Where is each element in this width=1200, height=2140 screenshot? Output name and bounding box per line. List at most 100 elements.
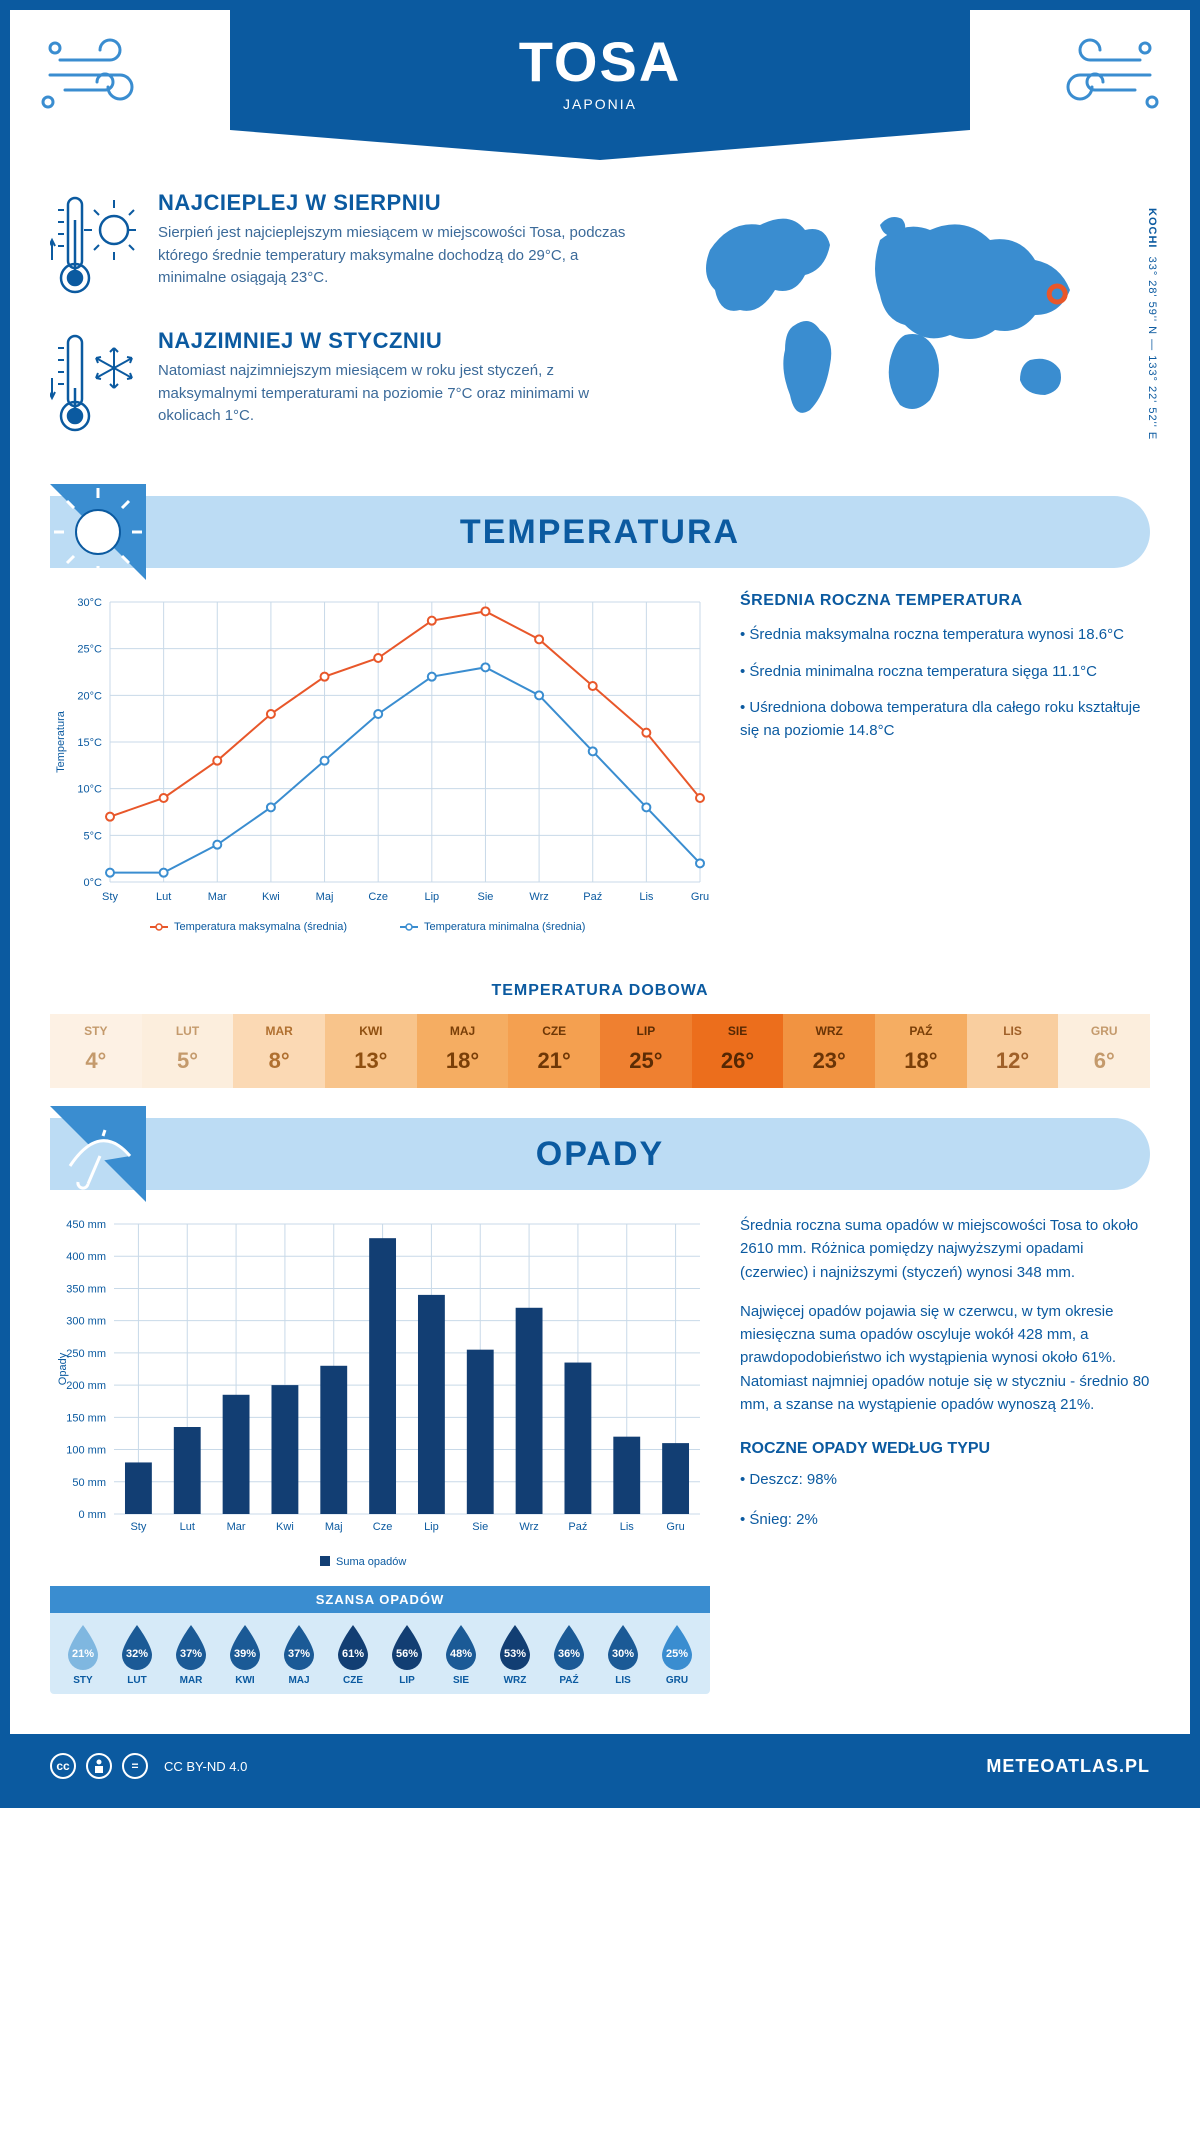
svg-text:Lis: Lis	[639, 891, 654, 903]
section-title: OPADY	[170, 1135, 1030, 1174]
title-banner: TOSA JAPONIA	[230, 10, 970, 160]
heatmap-cell: SIE26°	[692, 1014, 784, 1088]
svg-text:37%: 37%	[180, 1648, 202, 1660]
page-title: TOSA	[519, 29, 682, 94]
svg-text:250 mm: 250 mm	[66, 1348, 106, 1360]
svg-text:0 mm: 0 mm	[79, 1509, 107, 1521]
svg-text:150 mm: 150 mm	[66, 1412, 106, 1424]
svg-text:Lip: Lip	[424, 1521, 439, 1533]
svg-text:36%: 36%	[558, 1648, 580, 1660]
world-map-box: KOCHI 33° 28' 59'' N — 133° 22' 52'' E	[670, 190, 1150, 466]
chance-cell: 36%PAŹ	[542, 1623, 596, 1686]
heatmap-cell: MAR8°	[233, 1014, 325, 1088]
hot-block: NAJCIEPLEJ W SIERPNIU Sierpień jest najc…	[50, 190, 640, 300]
section-title: TEMPERATURA	[170, 513, 1030, 552]
license-text: CC BY-ND 4.0	[164, 1759, 247, 1774]
page: TOSA JAPONIA NAJCIEPLEJ W SIERPNIU Sierp…	[0, 0, 1200, 1808]
header: TOSA JAPONIA	[10, 10, 1190, 170]
summary-title: ŚREDNIA ROCZNA TEMPERATURA	[740, 592, 1150, 610]
svg-text:50 mm: 50 mm	[72, 1477, 106, 1489]
umbrella-icon	[50, 1106, 146, 1202]
precip-type-title: ROCZNE OPADY WEDŁUG TYPU	[740, 1440, 1150, 1458]
temperature-summary: ŚREDNIA ROCZNA TEMPERATURA • Średnia mak…	[740, 592, 1150, 952]
precip-p2: Najwięcej opadów pojawia się w czerwcu, …	[740, 1300, 1150, 1416]
svg-text:Kwi: Kwi	[262, 891, 280, 903]
chance-cell: 61%CZE	[326, 1623, 380, 1686]
svg-text:56%: 56%	[396, 1648, 418, 1660]
by-icon	[86, 1753, 112, 1779]
heatmap-cell: STY4°	[50, 1014, 142, 1088]
svg-text:Kwi: Kwi	[276, 1521, 294, 1533]
svg-text:15°C: 15°C	[77, 737, 102, 749]
svg-text:200 mm: 200 mm	[66, 1380, 106, 1392]
heatmap-cell: LUT5°	[142, 1014, 234, 1088]
thermometer-cold-icon	[50, 328, 140, 438]
chance-title: SZANSA OPADÓW	[50, 1586, 710, 1613]
footer: cc = CC BY-ND 4.0 METEOATLAS.PL	[10, 1734, 1190, 1798]
svg-text:Sie: Sie	[472, 1521, 488, 1533]
svg-text:Maj: Maj	[316, 891, 334, 903]
chance-cell: 56%LIP	[380, 1623, 434, 1686]
heatmap-cell: WRZ23°	[783, 1014, 875, 1088]
svg-text:10°C: 10°C	[77, 784, 102, 796]
chance-cell: 53%WRZ	[488, 1623, 542, 1686]
section-header-temperature: TEMPERATURA	[50, 496, 1150, 568]
svg-text:30%: 30%	[612, 1648, 634, 1660]
svg-text:Temperatura: Temperatura	[55, 710, 67, 773]
section-header-precip: OPADY	[50, 1118, 1150, 1190]
summary-bullet: • Średnia maksymalna roczna temperatura …	[740, 624, 1150, 647]
chance-cell: 48%SIE	[434, 1623, 488, 1686]
svg-text:48%: 48%	[450, 1648, 472, 1660]
chance-cell: 37%MAJ	[272, 1623, 326, 1686]
svg-text:100 mm: 100 mm	[66, 1445, 106, 1457]
svg-text:Wrz: Wrz	[519, 1521, 538, 1533]
cold-block: NAJZIMNIEJ W STYCZNIU Natomiast najzimni…	[50, 328, 640, 438]
cold-text: Natomiast najzimniejszym miesiącem w rok…	[158, 360, 640, 428]
chance-cell: 39%KWI	[218, 1623, 272, 1686]
heatmap-cell: GRU6°	[1058, 1014, 1150, 1088]
svg-text:Cze: Cze	[368, 891, 388, 903]
heatmap-cell: LIS12°	[967, 1014, 1059, 1088]
heatmap-cell: MAJ18°	[417, 1014, 509, 1088]
svg-text:350 mm: 350 mm	[66, 1283, 106, 1295]
daily-temp-heatmap: STY4°LUT5°MAR8°KWI13°MAJ18°CZE21°LIP25°S…	[50, 1014, 1150, 1088]
svg-text:25°C: 25°C	[77, 644, 102, 656]
svg-text:Temperatura maksymalna (średni: Temperatura maksymalna (średnia)	[174, 921, 347, 933]
svg-text:Maj: Maj	[325, 1521, 343, 1533]
coordinates: KOCHI 33° 28' 59'' N — 133° 22' 52'' E	[1146, 208, 1158, 440]
svg-text:Lis: Lis	[620, 1521, 635, 1533]
svg-text:Lut: Lut	[156, 891, 171, 903]
chance-cell: 25%GRU	[650, 1623, 704, 1686]
type-bullet: • Śnieg: 2%	[740, 1508, 1150, 1532]
svg-text:61%: 61%	[342, 1648, 364, 1660]
hot-title: NAJCIEPLEJ W SIERPNIU	[158, 190, 640, 216]
svg-text:Lut: Lut	[180, 1521, 195, 1533]
svg-text:Mar: Mar	[227, 1521, 246, 1533]
daily-temp-title: TEMPERATURA DOBOWA	[50, 982, 1150, 1000]
svg-text:37%: 37%	[288, 1648, 310, 1660]
chance-cell: 32%LUT	[110, 1623, 164, 1686]
svg-text:Temperatura minimalna (średnia: Temperatura minimalna (średnia)	[424, 921, 585, 933]
svg-text:Suma opadów: Suma opadów	[336, 1556, 406, 1568]
page-subtitle: JAPONIA	[563, 96, 637, 112]
svg-text:Mar: Mar	[208, 891, 227, 903]
wind-icon	[1040, 30, 1160, 120]
svg-text:25%: 25%	[666, 1648, 688, 1660]
cc-icon: cc	[50, 1753, 76, 1779]
cold-title: NAJZIMNIEJ W STYCZNIU	[158, 328, 640, 354]
temperature-chart: 0°C5°C10°C15°C20°C25°C30°CStyLutMarKwiMa…	[50, 592, 710, 952]
nd-icon: =	[122, 1753, 148, 1779]
svg-text:Sty: Sty	[130, 1521, 146, 1533]
svg-text:Cze: Cze	[373, 1521, 393, 1533]
svg-text:Paź: Paź	[583, 891, 602, 903]
precip-text: Średnia roczna suma opadów w miejscowośc…	[740, 1214, 1150, 1694]
precip-chart: 0 mm 50 mm 100 mm 150 mm 200 mm 250 mm 300 mm 3…	[50, 1214, 710, 1574]
svg-text:Wrz: Wrz	[529, 891, 548, 903]
svg-text:300 mm: 300 mm	[66, 1316, 106, 1328]
svg-text:39%: 39%	[234, 1648, 256, 1660]
svg-text:Lip: Lip	[424, 891, 439, 903]
svg-text:Opady: Opady	[57, 1352, 69, 1385]
footer-brand: METEOATLAS.PL	[986, 1756, 1150, 1777]
summary-bullet: • Uśredniona dobowa temperatura dla całe…	[740, 697, 1150, 742]
precip-p1: Średnia roczna suma opadów w miejscowośc…	[740, 1214, 1150, 1284]
